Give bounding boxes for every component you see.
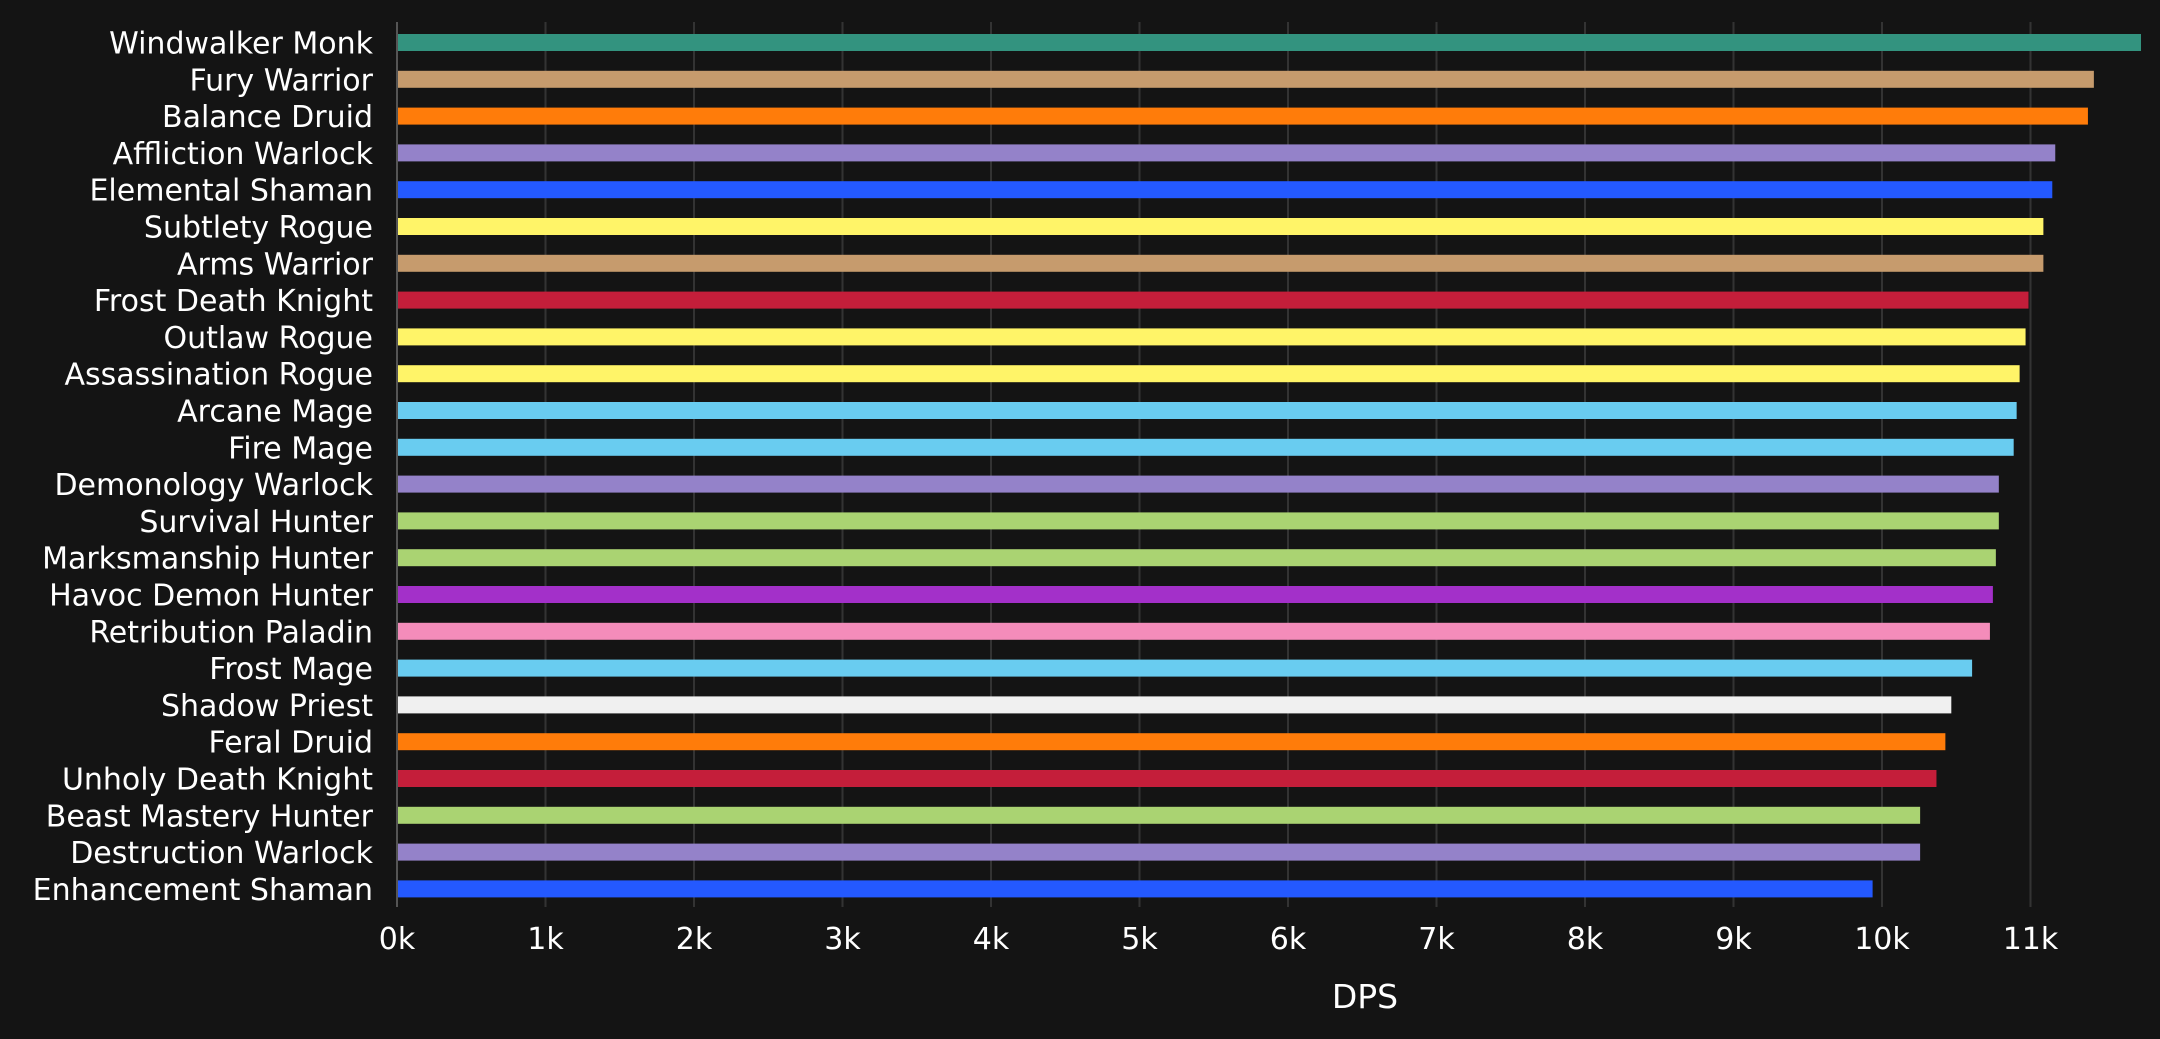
bar-windwalker-monk bbox=[398, 34, 2141, 51]
bar-shadow-priest bbox=[398, 696, 1952, 714]
x-tick-label: 11k bbox=[2003, 922, 2059, 957]
x-tick-label: 2k bbox=[676, 922, 713, 957]
bar-fire-mage bbox=[398, 438, 2014, 456]
x-tick-label: 6k bbox=[1270, 922, 1307, 957]
x-tick-label: 1k bbox=[527, 922, 564, 957]
category-label: Fury Warrior bbox=[189, 63, 373, 98]
bars bbox=[398, 34, 2141, 898]
bar-elemental-shaman bbox=[398, 181, 2053, 199]
category-label: Affliction Warlock bbox=[113, 137, 374, 172]
x-tick-label: 9k bbox=[1715, 922, 1752, 957]
category-label: Fire Mage bbox=[228, 431, 373, 466]
bar-frost-mage bbox=[398, 659, 1973, 677]
x-axis-title: DPS bbox=[1332, 977, 1398, 1016]
category-label: Demonology Warlock bbox=[54, 468, 373, 503]
category-label: Beast Mastery Hunter bbox=[46, 799, 374, 834]
category-label: Unholy Death Knight bbox=[62, 763, 373, 798]
x-tick-labels: 0k1k2k3k4k5k6k7k8k9k10k11k1 bbox=[379, 922, 2059, 957]
bar-balance-druid bbox=[398, 107, 2088, 125]
category-label: Elemental Shaman bbox=[89, 174, 373, 209]
category-label: Balance Druid bbox=[162, 100, 373, 135]
category-label: Frost Mage bbox=[209, 652, 373, 687]
bar-retribution-paladin bbox=[398, 622, 1990, 640]
category-label: Frost Death Knight bbox=[94, 284, 373, 319]
category-label: Arms Warrior bbox=[177, 247, 374, 282]
category-label: Retribution Paladin bbox=[89, 615, 373, 650]
bar-beast-mastery-hunter bbox=[398, 806, 1921, 824]
x-tick-label: 5k bbox=[1121, 922, 1158, 957]
x-tick-label: 10k bbox=[1854, 922, 1910, 957]
x-tick-label: 8k bbox=[1567, 922, 1604, 957]
bar-unholy-death-knight bbox=[398, 770, 1937, 787]
x-tick-label: 0k bbox=[379, 922, 416, 957]
bar-arcane-mage bbox=[398, 402, 2017, 419]
category-label: Windwalker Monk bbox=[109, 27, 374, 62]
category-label: Assassination Rogue bbox=[64, 358, 373, 393]
bar-outlaw-rogue bbox=[398, 328, 2026, 346]
bar-affliction-warlock bbox=[398, 144, 2056, 162]
bar-assassination-rogue bbox=[398, 365, 2020, 383]
bar-marksmanship-hunter bbox=[398, 549, 1996, 567]
category-label: Arcane Mage bbox=[177, 395, 373, 430]
bar-destruction-warlock bbox=[398, 843, 1921, 861]
bar-enhancement-shaman bbox=[398, 880, 1873, 898]
bar-fury-warrior bbox=[398, 70, 2094, 88]
x-tick-label: 4k bbox=[973, 922, 1010, 957]
x-tick-label: 3k bbox=[824, 922, 861, 957]
bar-subtlety-rogue bbox=[398, 218, 2044, 235]
category-label: Shadow Priest bbox=[161, 689, 373, 724]
category-label: Enhancement Shaman bbox=[33, 873, 373, 908]
grid-lines bbox=[544, 22, 2032, 907]
category-label: Subtlety Rogue bbox=[144, 211, 373, 246]
x-tick-label: 7k bbox=[1418, 922, 1455, 957]
category-label: Outlaw Rogue bbox=[163, 321, 373, 356]
category-label: Marksmanship Hunter bbox=[42, 542, 374, 577]
bar-feral-druid bbox=[398, 733, 1946, 751]
category-label: Havoc Demon Hunter bbox=[49, 579, 374, 614]
category-label: Survival Hunter bbox=[139, 505, 373, 540]
bar-frost-death-knight bbox=[398, 291, 2029, 309]
bar-arms-warrior bbox=[398, 254, 2044, 272]
bar-demonology-warlock bbox=[398, 475, 1999, 493]
category-label: Destruction Warlock bbox=[70, 836, 373, 871]
bar-havoc-demon-hunter bbox=[398, 586, 1993, 603]
category-label: Feral Druid bbox=[209, 726, 374, 761]
bar-survival-hunter bbox=[398, 512, 1999, 530]
